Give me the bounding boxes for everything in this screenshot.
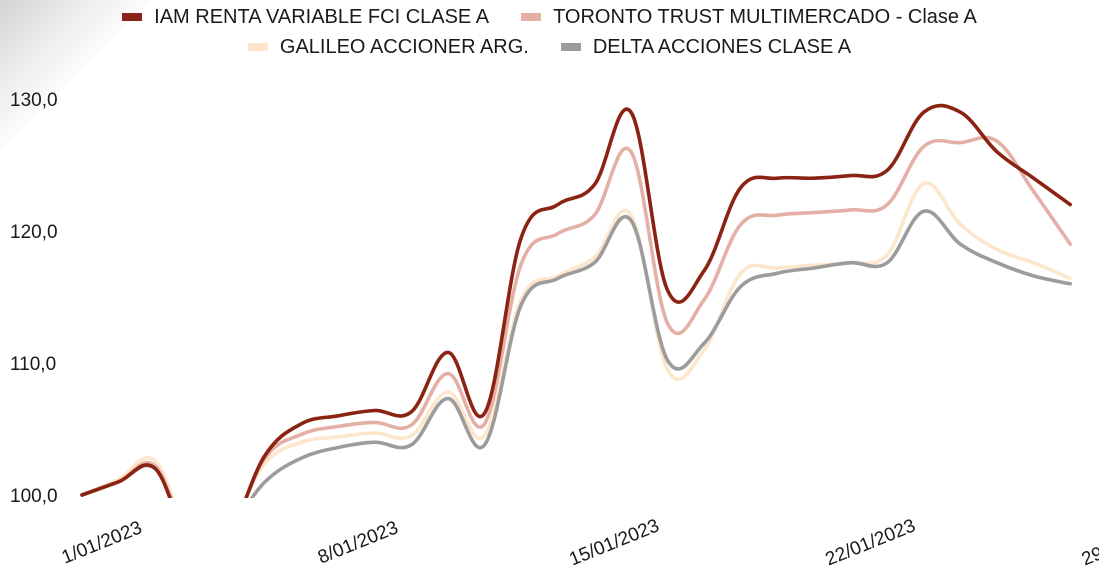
x-tick-label: 29/01/2023 — [1079, 515, 1099, 570]
y-tick-label: 110,0 — [10, 354, 56, 375]
legend-label-toronto: TORONTO TRUST MULTIMERCADO - Clase A — [553, 6, 977, 28]
legend-label-galileo: GALILEO ACCIONER ARG. — [279, 36, 529, 58]
y-axis: 100,0 110,0 120,0 130,0 — [10, 90, 58, 507]
x-tick-label: 15/01/2023 — [566, 515, 662, 570]
y-tick-label: 100,0 — [10, 486, 58, 507]
x-axis: 1/01/2023 8/01/2023 15/01/2023 22/01/2023 29… — [59, 515, 1099, 570]
legend-row-2: GALILEO ACCIONER ARG. DELTA ACCIONES CLA… — [232, 32, 867, 62]
series-lines — [80, 103, 1072, 498]
legend-swatch-iam — [122, 13, 143, 21]
legend-label-iam: IAM RENTA VARIABLE FCI CLASE A — [154, 6, 490, 28]
legend-item-delta[interactable]: DELTA ACCIONES CLASE A — [560, 32, 852, 62]
legend-item-iam[interactable]: IAM RENTA VARIABLE FCI CLASE A — [122, 2, 489, 32]
x-tick-label: 22/01/2023 — [823, 515, 919, 570]
legend-item-toronto[interactable]: TORONTO TRUST MULTIMERCADO - Clase A — [521, 2, 977, 32]
series-line-0 — [80, 103, 1072, 498]
y-tick-label: 130,0 — [10, 90, 58, 111]
legend-item-galileo[interactable]: GALILEO ACCIONER ARG. — [247, 32, 529, 62]
legend-swatch-delta — [560, 43, 581, 51]
x-tick-label: 1/01/2023 — [59, 517, 145, 568]
legend-swatch-galileo — [247, 43, 268, 51]
legend-label-delta: DELTA ACCIONES CLASE A — [592, 36, 852, 58]
x-tick-label: 8/01/2023 — [315, 517, 401, 568]
series-line-1 — [80, 135, 1072, 498]
y-tick-label: 120,0 — [10, 222, 58, 243]
series-line-3 — [80, 209, 1072, 498]
series-line-2 — [80, 181, 1072, 498]
legend-row-1: IAM RENTA VARIABLE FCI CLASE A TORONTO T… — [106, 2, 993, 32]
legend-swatch-toronto — [521, 13, 542, 21]
chart-legend: IAM RENTA VARIABLE FCI CLASE A TORONTO T… — [0, 2, 1099, 62]
